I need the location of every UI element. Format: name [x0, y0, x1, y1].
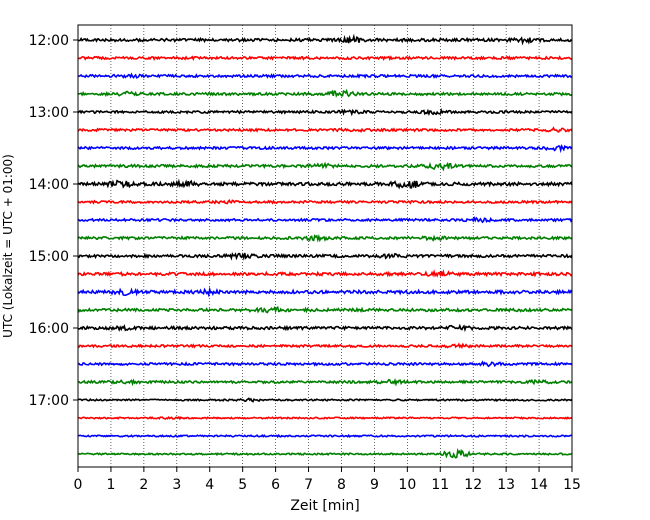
y-axis-title: UTC (Lokalzeit = UTC + 01:00): [1, 154, 15, 338]
x-axis: 0 1 2 3 4 5 6 7 8 9 10 11 12 13 14 15: [74, 467, 581, 493]
y-axis: 12:00 13:00 14:00 15:00 16:00 17:00: [29, 33, 78, 409]
trace-1200: [77, 33, 573, 46]
x-tick-label: 7: [304, 477, 313, 493]
trace-1645: [77, 377, 573, 387]
trace-1430: [77, 215, 573, 224]
x-axis-title: Zeit [min]: [290, 498, 359, 514]
x-tick-label: 8: [337, 477, 346, 493]
trace-1615: [77, 342, 573, 349]
x-tick-label: 6: [271, 477, 280, 493]
trace-1415: [77, 199, 573, 205]
y-tick-label: 12:00: [29, 33, 69, 49]
x-tick-label: 13: [497, 477, 515, 493]
trace-1700: [77, 397, 573, 403]
trace-1630: [77, 360, 573, 368]
trace-1315: [77, 126, 573, 134]
x-tick-label: 15: [563, 477, 581, 493]
trace-1545: [77, 305, 573, 314]
trace-1745: [77, 447, 573, 459]
y-tick-label: 15:00: [29, 249, 69, 265]
y-tick-label: 16:00: [29, 321, 69, 337]
trace-1730: [77, 433, 573, 439]
trace-1600: [77, 323, 573, 333]
x-tick-label: 2: [139, 477, 148, 493]
trace-1230: [77, 72, 573, 79]
x-tick-label: 1: [106, 477, 115, 493]
trace-1245: [77, 88, 573, 98]
x-tick-label: 14: [530, 477, 548, 493]
trace-1215: [77, 55, 573, 62]
y-tick-label: 14:00: [29, 177, 69, 193]
x-tick-label: 10: [398, 477, 416, 493]
plot-frame: [77, 24, 573, 468]
trace-1300: [77, 107, 573, 117]
x-tick-label: 5: [238, 477, 247, 493]
trace-1715: [77, 415, 573, 421]
y-tick-label: 13:00: [29, 105, 69, 121]
x-tick-label: 0: [74, 477, 83, 493]
trace-1445: [77, 233, 573, 243]
trace-1400: [77, 178, 573, 190]
trace-1330: [77, 144, 573, 154]
trace-1515: [77, 268, 573, 278]
trace-1530: [77, 286, 573, 298]
x-tick-label: 3: [172, 477, 181, 493]
trace-1500: [77, 252, 573, 261]
y-tick-label: 17:00: [29, 393, 69, 409]
x-tick-label: 11: [431, 477, 449, 493]
trace-1345: [77, 161, 573, 172]
x-tick-label: 4: [205, 477, 214, 493]
x-tick-label: 12: [464, 477, 482, 493]
trace-group: [77, 33, 573, 459]
x-tick-label: 9: [370, 477, 379, 493]
